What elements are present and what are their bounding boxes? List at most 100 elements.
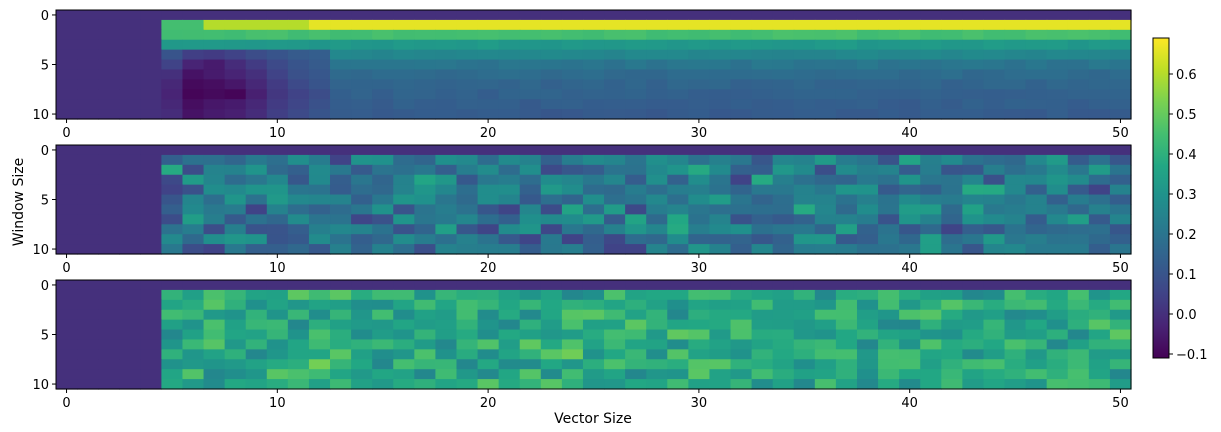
heatmap-cell-bottom (604, 379, 626, 390)
heatmap-cell-top (1109, 109, 1132, 120)
heatmap-cell-top (814, 19, 837, 31)
heatmap-cell-bottom (878, 309, 900, 321)
heatmap-cell-bottom (899, 329, 921, 341)
heatmap-cell-top (667, 109, 689, 120)
heatmap-cell-top (56, 89, 78, 100)
heatmap-cell-middle (899, 214, 921, 225)
heatmap-cell-bottom (835, 289, 858, 301)
heatmap-cell-top (920, 29, 942, 41)
heatmap-cell-top (140, 39, 162, 51)
heatmap-cell-middle (519, 204, 542, 215)
heatmap-cell-middle (308, 234, 331, 245)
heatmap-cell-top (414, 10, 437, 21)
heatmap-cell-bottom (709, 309, 732, 321)
heatmap-cell-top (856, 19, 879, 31)
heatmap-cell-top (1046, 49, 1069, 61)
heatmap-cell-middle (1046, 145, 1069, 156)
heatmap-cell-top (835, 29, 858, 41)
heatmap-cell-bottom (77, 359, 99, 370)
heatmap-cell-bottom (161, 339, 184, 350)
heatmap-cell-top (119, 109, 141, 120)
heatmap-cell-bottom (899, 379, 921, 390)
heatmap-cell-middle (793, 204, 816, 215)
heatmap-cell-middle (962, 224, 985, 235)
heatmap-cell-bottom (878, 299, 900, 311)
heatmap-cell-middle (77, 154, 99, 166)
heatmap-cell-top (856, 79, 879, 90)
heatmap-cell-top (330, 49, 352, 61)
x-tick-label: 40 (901, 126, 918, 141)
heatmap-cell-bottom (920, 369, 942, 380)
heatmap-cell-bottom (519, 289, 542, 301)
heatmap-cell-bottom (330, 329, 352, 341)
heatmap-cell-middle (330, 145, 352, 156)
heatmap-cell-middle (519, 194, 542, 206)
heatmap-cell-bottom (582, 299, 605, 311)
heatmap-cell-bottom (456, 309, 479, 321)
heatmap-cell-top (161, 10, 184, 21)
heatmap-cell-middle (646, 214, 668, 225)
heatmap-cell-middle (540, 244, 563, 255)
heatmap-cell-middle (1109, 204, 1132, 215)
heatmap-cell-top (330, 79, 352, 90)
heatmap-cell-top (878, 10, 900, 21)
heatmap-cell-bottom (330, 369, 352, 380)
y-axis-label: Window Size (11, 158, 27, 246)
heatmap-cell-bottom (1088, 319, 1111, 331)
heatmap-cell-bottom (456, 329, 479, 341)
heatmap-cell-top (1088, 79, 1111, 90)
heatmap-cell-bottom (266, 329, 289, 341)
heatmap-cell-bottom (751, 280, 774, 291)
heatmap-cell-bottom (98, 329, 120, 341)
heatmap-cell-bottom (625, 349, 647, 360)
heatmap-cell-middle (414, 164, 437, 176)
heatmap-cell-bottom (308, 299, 331, 311)
heatmap-cell-top (1025, 29, 1048, 41)
heatmap-cell-middle (793, 174, 816, 186)
heatmap-cell-bottom (835, 379, 858, 390)
heatmap-cell-middle (751, 184, 774, 196)
heatmap-cell-middle (625, 164, 647, 176)
heatmap-cell-top (878, 99, 900, 110)
heatmap-cell-middle (414, 214, 437, 225)
heatmap-cell-bottom (1046, 280, 1069, 291)
heatmap-cell-middle (1025, 145, 1048, 156)
heatmap-cell-middle (161, 184, 184, 196)
heatmap-cell-bottom (646, 329, 668, 341)
heatmap-cell-bottom (372, 379, 394, 390)
heatmap-cell-top (540, 39, 563, 51)
heatmap-cell-middle (498, 214, 521, 225)
heatmap-cell-bottom (730, 319, 753, 331)
heatmap-cell-bottom (582, 319, 605, 331)
heatmap-cell-middle (625, 244, 647, 255)
heatmap-cell-bottom (182, 329, 205, 341)
heatmap-cell-bottom (266, 349, 289, 360)
heatmap-cell-bottom (688, 309, 711, 321)
heatmap-cell-middle (1088, 145, 1111, 156)
heatmap-cell-middle (667, 174, 689, 186)
heatmap-cell-top (772, 49, 795, 61)
heatmap-cell-middle (667, 234, 689, 245)
heatmap-cell-top (688, 19, 711, 31)
heatmap-cell-bottom (519, 329, 542, 341)
heatmap-cell-middle (962, 244, 985, 255)
heatmap-cell-top (1067, 39, 1090, 51)
heatmap-cell-top (751, 99, 774, 110)
heatmap-cell-middle (625, 194, 647, 206)
heatmap-cell-bottom (98, 280, 120, 291)
heatmap-cell-bottom (372, 299, 394, 311)
heatmap-cell-bottom (245, 309, 268, 321)
heatmap-cell-bottom (498, 339, 521, 350)
heatmap-cell-middle (182, 214, 205, 225)
heatmap-cell-top (266, 79, 289, 90)
heatmap-cell-bottom (56, 329, 78, 341)
heatmap-cell-top (1109, 69, 1132, 80)
heatmap-cell-middle (1025, 204, 1048, 215)
heatmap-cell-bottom (245, 289, 268, 301)
heatmap-cell-bottom (582, 369, 605, 380)
heatmap-cell-bottom (878, 369, 900, 380)
heatmap-cell-middle (856, 244, 879, 255)
heatmap-cell-top (582, 79, 605, 90)
heatmap-cell-bottom (308, 379, 331, 390)
heatmap-cell-top (540, 29, 563, 41)
